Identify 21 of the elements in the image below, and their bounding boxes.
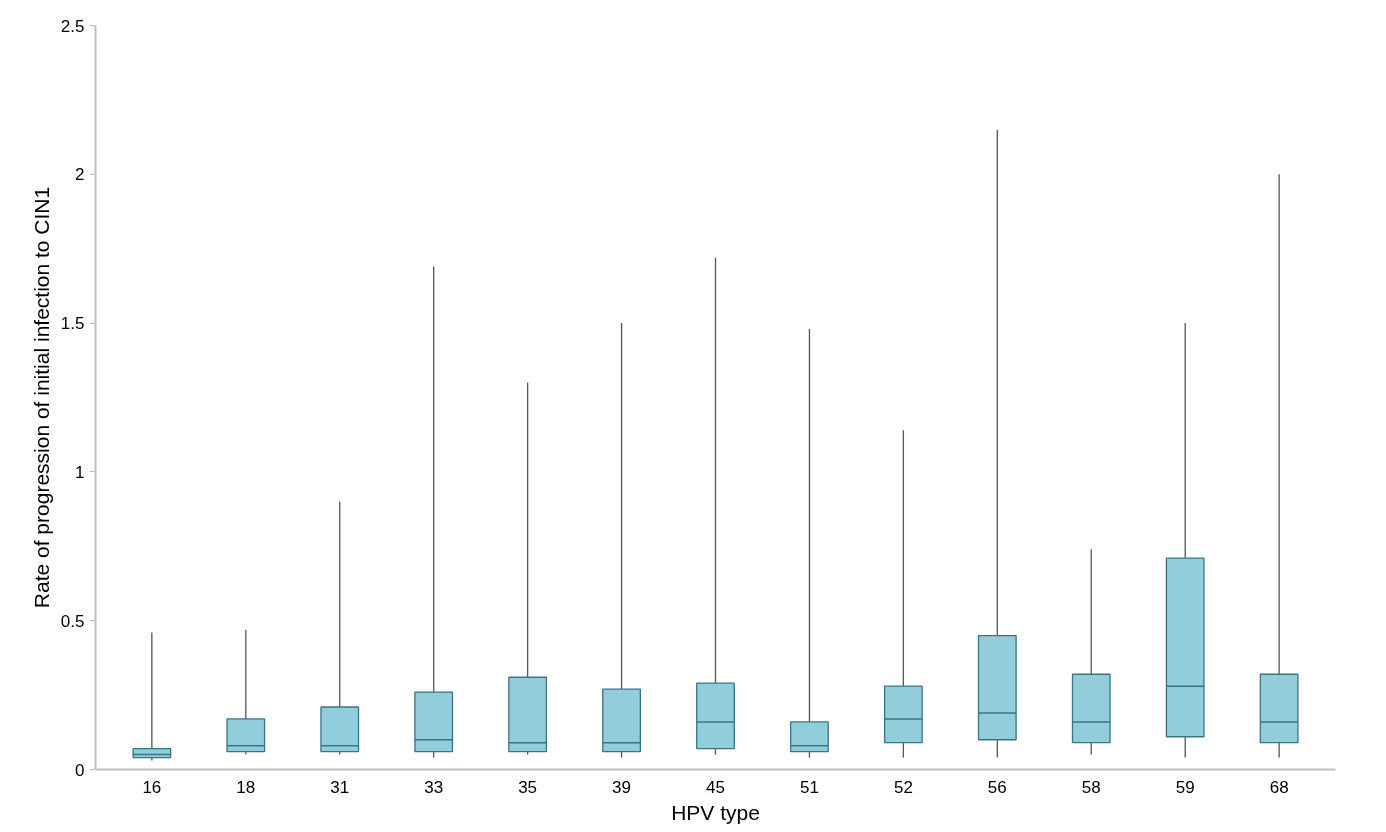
x-tick-label: 33 [424, 777, 444, 797]
y-tick-label: 2 [75, 165, 85, 185]
x-tick-label: 16 [142, 777, 162, 797]
x-tick-label: 52 [893, 777, 913, 797]
x-tick-label: 31 [330, 777, 350, 797]
x-tick-label: 39 [612, 777, 632, 797]
x-tick-label: 59 [1175, 777, 1195, 797]
x-tick-label: 56 [987, 777, 1007, 797]
y-tick-label: 2.5 [60, 16, 85, 36]
y-tick-label: 0.5 [60, 611, 85, 631]
x-tick-label: 35 [518, 777, 538, 797]
y-tick-label: 0 [75, 760, 85, 780]
x-tick-label: 51 [799, 777, 819, 797]
x-tick-label: 18 [236, 777, 256, 797]
x-tick-label: 68 [1269, 777, 1289, 797]
x-tick-label: 45 [706, 777, 725, 797]
x-tick-label: 58 [1081, 777, 1101, 797]
y-tick-label: 1.5 [60, 314, 85, 334]
x-axis-title: HPV type [671, 800, 760, 824]
y-tick-label: 1 [75, 462, 85, 482]
y-axis-title: Rate of progression of initial infection to CIN1 [29, 186, 53, 609]
